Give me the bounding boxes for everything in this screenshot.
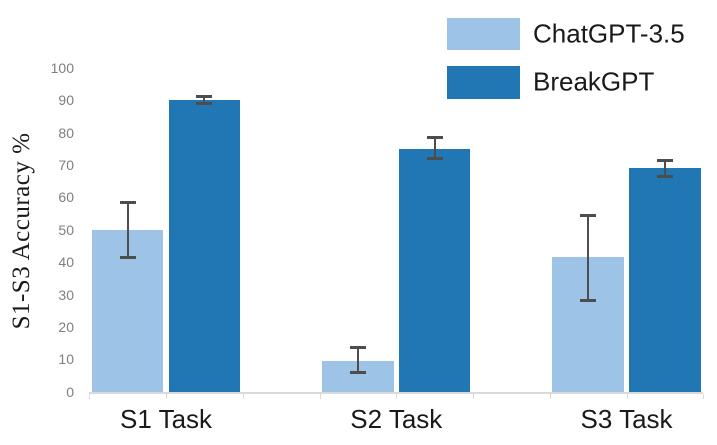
y-tick-label: 30 xyxy=(58,286,74,303)
error-bar-line xyxy=(587,215,590,301)
error-bar-line xyxy=(126,202,129,258)
x-tick-mark xyxy=(166,393,168,399)
y-tick-label: 20 xyxy=(58,318,74,335)
x-category-label: S2 Task xyxy=(350,404,443,434)
legend-label-breakgpt: BreakGPT xyxy=(533,66,655,97)
y-tick-label: 50 xyxy=(58,221,74,238)
legend-swatch-chatgpt xyxy=(447,18,520,50)
error-bar-line xyxy=(356,347,359,373)
x-tick-mark xyxy=(549,393,551,399)
error-bar-cap-bottom xyxy=(426,156,443,160)
error-bar-cap-bottom xyxy=(196,101,213,105)
x-axis-line xyxy=(89,391,704,394)
error-bar-line xyxy=(203,96,206,104)
y-tick-label: 60 xyxy=(58,189,74,206)
y-tick-label: 40 xyxy=(58,254,74,271)
error-bar-cap-bottom xyxy=(580,299,597,303)
y-tick-label: 80 xyxy=(58,124,74,141)
error-bar-cap-top xyxy=(196,95,213,99)
legend-label-chatgpt: ChatGPT-3.5 xyxy=(533,18,685,49)
x-tick-mark xyxy=(473,393,475,399)
error-bar-cap-top xyxy=(656,158,673,162)
error-bar-cap-top xyxy=(426,135,443,139)
y-tick-label: 70 xyxy=(58,156,74,173)
error-bar-cap-top xyxy=(119,200,136,204)
x-tick-mark xyxy=(242,393,244,399)
x-tick-mark xyxy=(703,393,705,399)
error-bar-cap-top xyxy=(349,346,366,350)
x-category-label: S1 Task xyxy=(120,404,213,434)
x-tick-mark xyxy=(319,393,321,399)
x-tick-mark xyxy=(396,393,398,399)
error-bar-line xyxy=(433,137,436,159)
error-bar-cap-bottom xyxy=(119,255,136,259)
y-tick-label: 90 xyxy=(58,92,74,109)
legend-swatch-breakgpt xyxy=(447,66,520,99)
error-bar-line xyxy=(663,160,666,177)
bar-breakgpt-3 xyxy=(629,168,701,392)
bar-breakgpt-1 xyxy=(168,100,241,392)
error-bar-cap-bottom xyxy=(349,370,366,374)
error-bar-cap-top xyxy=(580,213,597,217)
y-tick-label: 0 xyxy=(66,383,74,400)
x-tick-mark xyxy=(89,393,91,399)
x-category-label: S3 Task xyxy=(580,404,673,434)
y-tick-label: 100 xyxy=(50,59,74,76)
y-tick-label: 10 xyxy=(58,351,74,368)
error-bar-cap-bottom xyxy=(656,174,673,178)
bar-breakgpt-2 xyxy=(398,148,471,392)
x-tick-mark xyxy=(626,393,628,399)
